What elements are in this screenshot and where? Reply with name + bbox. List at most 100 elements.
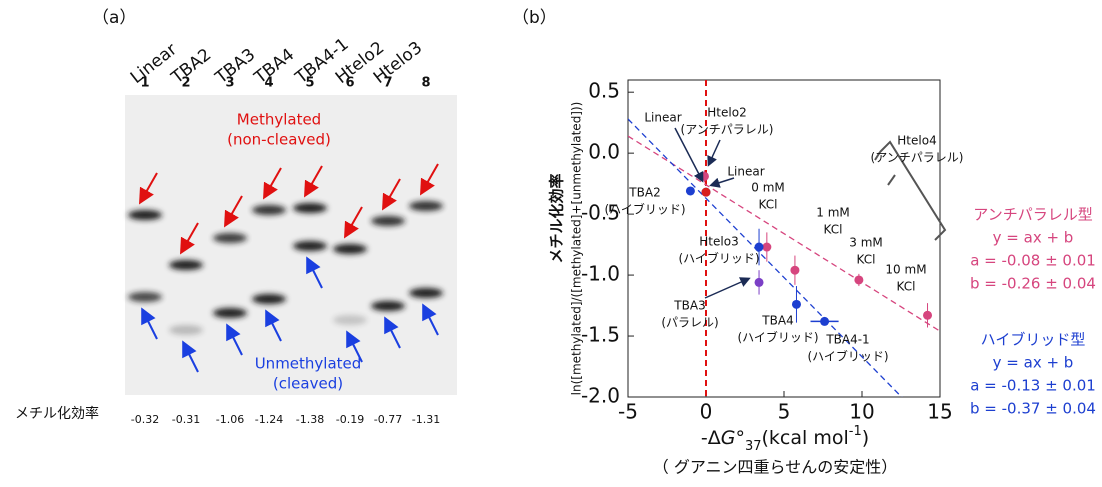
efficiency-label: メチル化効率 <box>15 405 99 422</box>
point <box>755 278 764 287</box>
band <box>409 201 443 211</box>
lane-name: Linear <box>127 40 181 88</box>
y-axis-label: メチル化効率 <box>548 173 566 263</box>
lane-number: 4 <box>264 76 273 91</box>
annotation: (アンチパラレル) <box>871 151 964 165</box>
y-tick-label: 0.5 <box>588 79 620 103</box>
lane-number: 6 <box>345 76 354 91</box>
annotation: (ハイブリッド) <box>678 251 759 266</box>
point <box>686 186 695 195</box>
x-axis-label-part: G <box>721 427 736 449</box>
x-tick-label: 15 <box>927 400 952 424</box>
annotation: 1 mM <box>816 206 850 220</box>
band <box>169 325 203 335</box>
band <box>333 315 367 325</box>
figure: （a） メチル化効率 Methylated (non-cleaved) Unme… <box>0 0 1102 483</box>
point <box>854 275 863 284</box>
fit-label: a = -0.13 ± 0.01 <box>970 377 1096 395</box>
fit-label: y = ax + b <box>993 229 1074 247</box>
band <box>293 203 327 213</box>
efficiency-value: -1.24 <box>255 413 283 426</box>
annotation: TBA3 <box>673 299 705 313</box>
annotation: (ハイブリッド) <box>737 330 818 345</box>
lane-name: TBA4 <box>250 45 298 89</box>
methylated-label: Methylated <box>237 111 321 129</box>
y-tick-label: -2.0 <box>581 384 620 408</box>
efficiency-value: -0.77 <box>374 413 402 426</box>
x-axis-label: -ΔG°37(kcal mol-1) <box>701 424 869 454</box>
band <box>371 301 405 311</box>
point <box>702 188 711 197</box>
annotation: Htelo3 <box>699 235 738 249</box>
efficiency-value: -1.31 <box>412 413 440 426</box>
legend-label: アンチパラレル型 <box>973 206 1092 224</box>
x-tick-label: -5 <box>618 400 638 424</box>
y-tick-label: -1.5 <box>581 323 620 347</box>
y-tick-label: -1.0 <box>581 262 620 286</box>
legend-label: ハイブリッド型 <box>981 331 1086 349</box>
annotation-arrow <box>712 178 734 185</box>
x-axis-label-part: 37 <box>745 439 762 454</box>
band <box>333 244 367 254</box>
annotation: Linear <box>644 111 681 125</box>
lane-name: TBA3 <box>211 45 259 89</box>
annotation: TBA4 <box>761 314 793 328</box>
efficiency-value: -0.31 <box>172 413 200 426</box>
x-tick-label: 10 <box>849 400 874 424</box>
methylated-label: (non-cleaved) <box>227 131 331 149</box>
annotation: 0 mM <box>751 181 785 195</box>
band <box>213 308 247 318</box>
annotation: Linear <box>727 165 764 179</box>
x-axis-label-part: ) <box>862 427 869 449</box>
x-tick-label: 5 <box>778 400 791 424</box>
fit-label: y = ax + b <box>993 354 1074 372</box>
annotation: (ハイブリッド) <box>807 349 888 364</box>
efficiency-value: -0.32 <box>131 413 159 426</box>
annotation: KCl <box>857 253 876 267</box>
annotation: (パラレル) <box>661 316 718 330</box>
band <box>169 260 203 270</box>
efficiency-value: -1.06 <box>216 413 244 426</box>
annotation-arrow <box>709 140 720 164</box>
lane-number: 7 <box>383 76 392 91</box>
annotation: (ハイブリッド) <box>604 202 685 217</box>
fit-line <box>628 119 940 436</box>
unmethylated-label: Unmethylated <box>255 355 362 373</box>
annotation: 10 mM <box>885 263 926 277</box>
bracket-tick <box>888 175 895 185</box>
unmethylated-label: (cleaved) <box>273 375 343 393</box>
efficiency-value: -0.19 <box>336 413 364 426</box>
point <box>820 317 829 326</box>
fit-label: b = -0.37 ± 0.04 <box>970 400 1096 418</box>
band <box>293 241 327 251</box>
fit-label: a = -0.08 ± 0.01 <box>970 252 1096 270</box>
fit-label: b = -0.26 ± 0.04 <box>970 275 1096 293</box>
x-axis-label-part: -1 <box>849 424 862 439</box>
lane-number: 3 <box>225 76 234 91</box>
plot-frame <box>628 80 940 397</box>
x-axis-label-part: ° <box>735 427 745 449</box>
efficiency-value: -1.38 <box>296 413 324 426</box>
x-axis-label-part: (kcal mol <box>762 427 849 449</box>
x-tick-label: 0 <box>700 400 713 424</box>
band <box>213 233 247 243</box>
annotation: Htelo4 <box>897 134 936 148</box>
band <box>128 210 162 220</box>
band <box>252 294 286 304</box>
lane-number: 1 <box>140 76 149 91</box>
band <box>409 288 443 298</box>
annotation: KCl <box>824 223 843 237</box>
annotation: KCl <box>897 280 916 294</box>
annotation: TBA4-1 <box>825 333 869 347</box>
band <box>371 216 405 226</box>
point <box>923 311 932 320</box>
point <box>762 243 771 252</box>
lane-number: 2 <box>181 76 190 91</box>
panel-label: （b） <box>512 8 557 28</box>
annotation: TBA2 <box>628 186 660 200</box>
band <box>128 292 162 302</box>
point <box>790 266 799 275</box>
panel-label: （a） <box>92 8 136 28</box>
lane-number: 5 <box>305 76 314 91</box>
plot-area <box>628 119 940 436</box>
